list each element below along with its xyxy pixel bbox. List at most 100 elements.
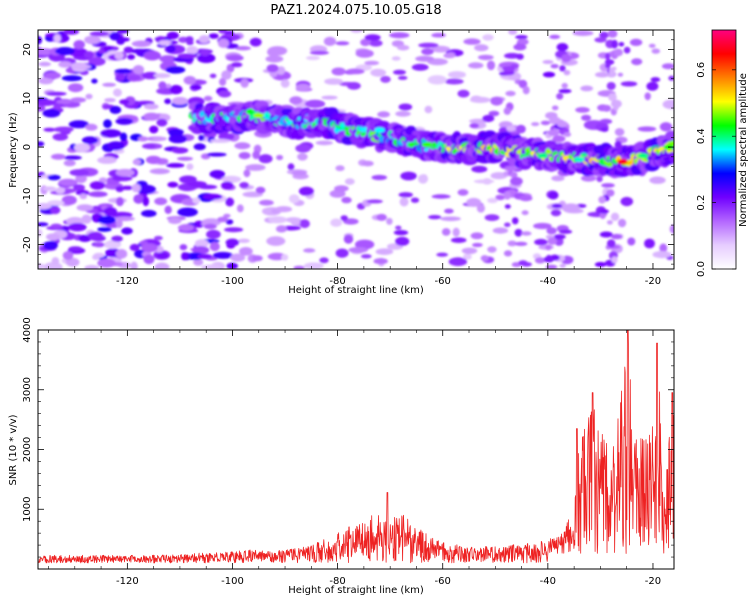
spectrogram-blob: [335, 165, 345, 172]
spectrogram-blob: [614, 128, 625, 137]
spectrogram-blob: [68, 223, 87, 232]
spectrogram-blob: [340, 215, 348, 222]
spectrogram-blob: [594, 262, 607, 267]
spectrogram-blob: [130, 48, 148, 54]
spectrogram-blob: [226, 54, 244, 62]
spectrogram-blob: [450, 237, 467, 243]
spectrogram-blob: [38, 202, 52, 210]
spectrogram-blob: [374, 127, 386, 133]
spectrogram-blob: [44, 72, 61, 79]
spectrogram-blob: [183, 75, 196, 85]
spectrogram-blob: [397, 75, 408, 80]
spectrogram-blob: [116, 30, 129, 34]
spectrogram-blob: [606, 82, 616, 90]
spectrogram-blob: [73, 184, 85, 192]
spectrogram-blob: [114, 51, 124, 60]
spectrogram-blob: [637, 126, 657, 132]
spectrogram-blob: [355, 49, 374, 58]
spectrogram-blob: [517, 38, 529, 46]
spectrogram-blob: [43, 127, 56, 132]
spectrogram-blob: [237, 238, 250, 243]
spectrogram-blob: [130, 261, 138, 269]
spectrogram-blob: [613, 48, 624, 57]
spectrogram-blob: [484, 214, 500, 222]
spectrogram-blob: [87, 231, 103, 240]
spectrogram-blob: [482, 34, 494, 41]
spectrogram-blob: [181, 252, 189, 261]
spectrogram-blob: [610, 99, 622, 108]
spectrogram-blob: [503, 52, 521, 59]
spectrogram-blob: [522, 86, 530, 95]
spectrogram-blob: [111, 211, 133, 219]
spectrogram-blob: [88, 57, 106, 66]
spectrogram-blob: [38, 263, 46, 269]
spectrogram-y-ticks: -20 -10 0 10 20: [22, 29, 674, 265]
spectrogram-blob: [231, 62, 243, 68]
spectrogram-blob: [463, 253, 472, 260]
spectrogram-blob: [177, 156, 193, 161]
spectrogram-blob: [104, 98, 116, 103]
spectrogram-blob: [142, 196, 150, 207]
spectrogram-blob: [559, 263, 566, 268]
spectrogram-blob: [504, 222, 511, 228]
spectrogram-blob: [559, 229, 573, 234]
spectrogram-blob: [335, 41, 350, 46]
spectrogram-blob: [133, 194, 144, 204]
spectrogram-blob: [265, 55, 284, 63]
spectrogram-blob: [398, 103, 413, 111]
spectrogram-blob: [281, 254, 289, 261]
spectrogram-blob: [360, 254, 372, 259]
spectrogram-blob: [461, 247, 478, 254]
spectrogram-frame: [37, 29, 675, 270]
spectrogram-blob: [97, 258, 116, 268]
snr-series-line: [38, 330, 674, 564]
spectrogram-blob: [553, 234, 566, 240]
spectrogram-blob: [604, 63, 611, 69]
spectrogram-blob: [240, 78, 249, 88]
spectrogram-blob: [42, 186, 57, 191]
spectrogram-blob: [234, 142, 251, 150]
spectrogram-blob: [43, 241, 58, 250]
spectrogram-blob: [550, 209, 562, 217]
spectrogram-blob: [245, 164, 266, 171]
spectrogram-blob: [436, 252, 449, 257]
spectrogram-blob: [471, 165, 488, 173]
spectrogram-blob: [330, 218, 343, 227]
spectrogram-blob: [620, 81, 638, 87]
spectrogram-blob: [218, 30, 228, 34]
spectrogram-blob: [609, 67, 615, 77]
spectrogram-blob: [79, 193, 88, 200]
spectrogram-blob: [153, 73, 171, 79]
spectrogram-blob: [487, 197, 498, 204]
spectrogram-blob: [168, 217, 182, 224]
spectrogram-blob: [487, 246, 497, 253]
spectrogram-blob: [167, 181, 179, 188]
snr-y-ticks: 1000 2000 3000 4000: [22, 317, 674, 570]
spectrogram-blob: [659, 243, 668, 253]
spectrogram-blob: [644, 238, 655, 249]
snr-y-tick-label: 1000: [22, 497, 33, 522]
spectrogram-blob: [132, 65, 145, 75]
spectrogram-blob: [74, 143, 90, 153]
spectrogram-y-tick-label: -10: [22, 188, 33, 204]
spectrogram-blob: [648, 43, 656, 48]
spectrogram-blob: [610, 233, 623, 240]
spectrogram-blob: [550, 63, 559, 69]
spectrogram-blob: [668, 153, 674, 164]
spectrogram-blob: [115, 168, 135, 177]
spectrogram-blob: [236, 204, 244, 213]
spectrogram-blob: [115, 73, 126, 81]
spectrogram-blob: [259, 199, 274, 206]
spectrogram-blob: [594, 37, 607, 43]
spectrogram-blob: [547, 129, 560, 137]
snr-x-tick-label: -120: [116, 576, 139, 587]
spectrogram-blob: [606, 189, 615, 197]
spectrogram-blob: [448, 257, 468, 267]
spectrogram-blob: [511, 217, 519, 225]
figure-title: PAZ1.2024.075.10.05.G18: [270, 3, 441, 18]
spectrogram-blob: [69, 169, 90, 177]
spectrogram-blob: [75, 173, 87, 184]
spectrogram-blob: [142, 143, 156, 149]
spectrogram-blob: [206, 229, 221, 239]
